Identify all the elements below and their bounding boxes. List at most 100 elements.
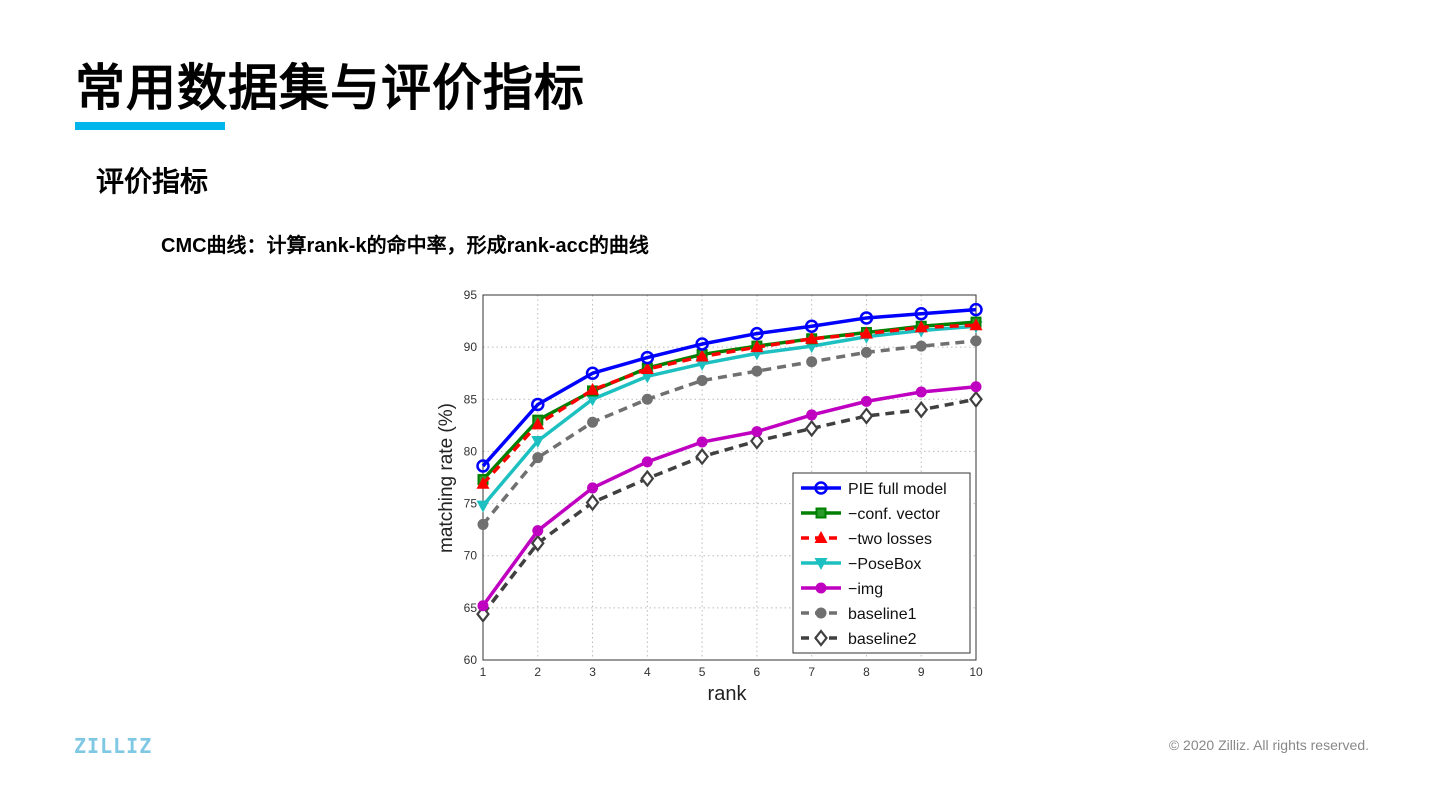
data-point — [476, 476, 490, 489]
y-tick-label: 75 — [464, 497, 478, 511]
legend-marker — [815, 507, 827, 519]
data-point — [751, 426, 763, 438]
legend-label: −two losses — [848, 531, 932, 548]
data-point — [532, 525, 544, 537]
y-tick-label: 90 — [464, 340, 478, 354]
series-line — [481, 323, 977, 485]
axis-ticks: 1 2 3 4 5 6 7 8 9 10 60 65 70 75 80 85 90 95 — [464, 288, 983, 679]
data-point — [804, 419, 819, 438]
data-point — [530, 534, 545, 552]
data-point — [806, 409, 818, 421]
data-point — [585, 366, 600, 380]
data-point — [586, 394, 600, 407]
x-tick-label: 9 — [918, 665, 925, 679]
data-point — [915, 340, 927, 352]
x-tick-label: 5 — [699, 665, 706, 679]
legend-item: −img — [801, 581, 883, 598]
series-1 — [477, 316, 982, 486]
legend-item: PIE full model — [801, 481, 947, 498]
data-point — [587, 482, 599, 494]
data-point — [695, 349, 709, 362]
y-tick-label: 85 — [464, 392, 478, 406]
data-point — [477, 518, 489, 530]
x-tick-label: 2 — [534, 665, 541, 679]
copyright-text: © 2020 Zilliz. All rights reserved. — [1168, 737, 1369, 753]
data-point — [695, 358, 709, 371]
data-point — [695, 447, 710, 466]
data-point — [969, 390, 983, 409]
description-text: CMC曲线：计算rank-k的命中率，形成rank-acc的曲线 — [161, 235, 649, 257]
data-point — [750, 326, 764, 341]
x-tick-label: 3 — [589, 665, 596, 679]
y-tick-label: 60 — [464, 653, 478, 667]
data-point — [531, 397, 545, 412]
data-point — [476, 500, 490, 513]
data-point — [696, 375, 708, 387]
series-line — [481, 307, 977, 468]
data-point — [859, 311, 874, 325]
title-underline — [75, 122, 225, 130]
legend-label: baseline2 — [848, 631, 917, 648]
legend-label: −PoseBox — [848, 556, 921, 573]
series-line — [481, 324, 977, 507]
legend-label: −img — [848, 581, 883, 598]
data-point — [860, 346, 872, 358]
data-point — [641, 456, 653, 468]
section-heading: 评价指标 — [96, 166, 209, 197]
data-point — [640, 371, 654, 384]
y-tick-label: 65 — [464, 601, 478, 615]
zilliz-logo: ZILLIZ — [74, 734, 153, 758]
x-tick-label: 7 — [808, 665, 815, 679]
data-point — [860, 395, 872, 407]
series-2 — [476, 318, 983, 489]
data-point — [531, 417, 545, 430]
data-point — [532, 452, 544, 464]
data-point — [969, 302, 983, 317]
data-point — [915, 386, 927, 398]
data-point — [914, 400, 929, 419]
legend-marker — [814, 481, 828, 495]
data-point — [970, 335, 982, 347]
series-group — [476, 302, 983, 623]
data-point — [640, 469, 655, 488]
data-point — [749, 432, 764, 450]
legend-item: baseline1 — [801, 606, 917, 623]
data-point — [641, 393, 653, 405]
data-point — [531, 436, 545, 448]
legend-item: −two losses — [801, 531, 932, 548]
y-tick-label: 80 — [464, 444, 478, 458]
legend-label: PIE full model — [848, 481, 947, 498]
legend: PIE full model −conf. vector −two losses −P… — [792, 472, 971, 654]
legend-item: −PoseBox — [801, 556, 921, 573]
y-tick-label: 95 — [464, 288, 478, 302]
data-point — [806, 356, 818, 368]
legend-marker — [814, 629, 828, 647]
legend-item: −conf. vector — [801, 506, 941, 523]
x-axis-label: rank — [708, 683, 748, 705]
data-point — [640, 350, 655, 365]
data-point — [476, 459, 490, 473]
legend-label: −conf. vector — [848, 506, 941, 523]
data-point — [859, 326, 873, 339]
data-point — [751, 365, 763, 377]
data-point — [695, 337, 709, 351]
y-axis-label: matching rate (%) — [436, 403, 457, 553]
x-tick-label: 6 — [754, 665, 761, 679]
series-line — [481, 397, 977, 616]
data-point — [476, 605, 490, 623]
series-0 — [476, 302, 983, 473]
data-point — [640, 362, 654, 375]
data-point — [914, 320, 928, 333]
data-point — [696, 436, 708, 448]
legend-item: baseline2 — [801, 629, 917, 648]
legend-marker — [814, 558, 828, 570]
data-point — [970, 381, 982, 393]
series-line — [481, 320, 977, 481]
x-tick-label: 1 — [480, 665, 487, 679]
y-tick-label: 70 — [464, 549, 478, 563]
x-tick-label: 4 — [644, 665, 651, 679]
series-4 — [477, 381, 982, 612]
data-point — [914, 307, 928, 321]
series-6 — [476, 390, 983, 623]
